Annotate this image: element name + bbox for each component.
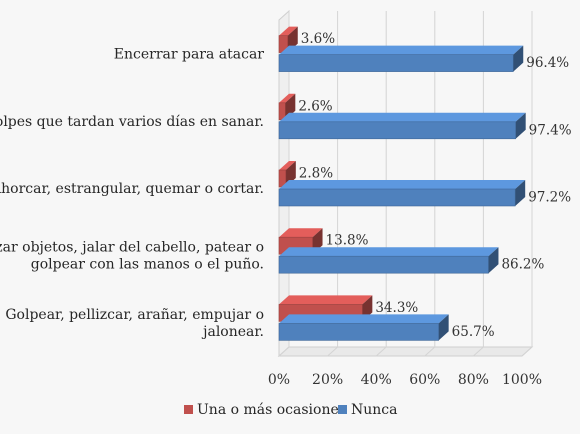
data-label: 34.3% [375,300,418,316]
gridline-floor [375,346,387,357]
bar-face [279,26,298,36]
bar-face [278,121,516,140]
bar-face [279,247,499,257]
category-label: Encerrar para atacar [114,47,265,63]
data-label: 96.4% [526,55,569,71]
data-label: 2.6% [298,98,332,114]
gridline-floor [473,346,484,357]
bar-face [279,161,296,170]
data-label: 65.7% [452,324,495,340]
data-label: 13.8% [326,233,369,249]
gridline-floor [278,346,290,357]
bar-face [278,323,439,341]
legend-label: Nunca [351,402,397,418]
x-tick-label: 20% [312,372,343,388]
legend-swatch [338,405,347,414]
bar-face [488,247,499,274]
bar-face [515,112,526,139]
legend-label: Una o más ocasiones [197,402,346,418]
bar [278,247,499,274]
x-tick-label: 60% [409,372,440,388]
bar-face [279,314,449,324]
legend-swatch [184,405,193,414]
gridline-floor [521,346,533,357]
bar-face [515,180,526,206]
bar-face [438,314,449,341]
bar-face [278,188,516,207]
gridline-floor [327,346,338,357]
bar-face [278,255,489,274]
x-tick-label: 80% [458,372,489,388]
data-label: 2.8% [299,166,333,182]
bar [278,161,296,188]
x-tick-label: 100% [502,372,542,388]
data-label: 86.2% [501,257,544,273]
bar-face [279,45,524,55]
bar [278,45,524,72]
data-label: 97.4% [529,122,572,138]
bar-face [279,180,526,189]
bar-face [285,161,296,187]
data-label: 3.6% [301,31,335,47]
bar-face [513,45,524,72]
category-label: jalonear. [201,324,264,340]
bar-face [279,228,323,238]
floor [277,346,534,357]
bar-face [279,112,526,122]
bar-face [278,54,514,72]
category-label: Golpear, pellizcar, arañar, empujar o [5,307,264,323]
bar [278,314,449,341]
category-label: Lanzar objetos, jalar del cabello, patea… [0,240,264,256]
x-tick-label: 40% [361,372,392,388]
category-label: Golpes que tardan varios días en sanar. [0,114,264,130]
bar-face [279,295,373,305]
gridline-floor [424,346,436,357]
bar-face [279,93,296,103]
bar [278,112,526,140]
category-label: golpear con las manos o el puño. [31,257,264,273]
x-tick-label: 0% [268,372,290,388]
bar-face [285,93,296,120]
data-label: 97.2% [528,190,571,206]
category-label: Ahorcar, estrangular, quemar o cortar. [0,181,264,197]
bar [278,180,526,207]
